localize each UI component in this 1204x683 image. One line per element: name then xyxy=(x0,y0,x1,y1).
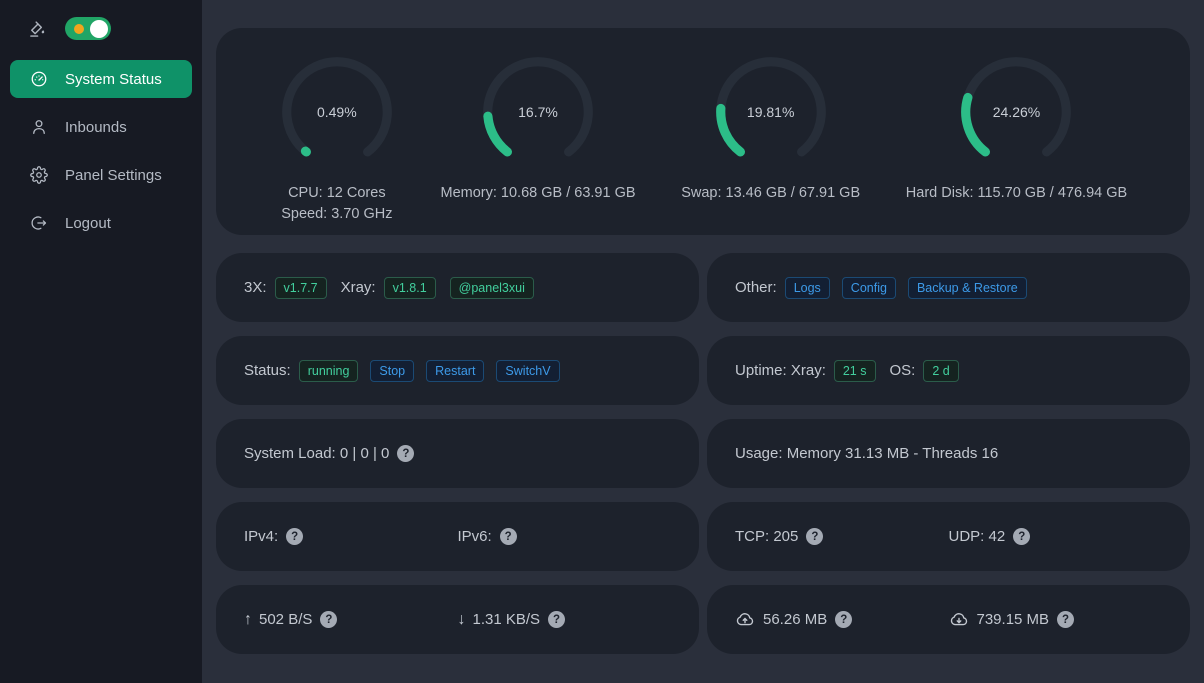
udp-count: UDP: 42 xyxy=(948,528,1006,545)
sidebar-top xyxy=(0,0,202,40)
status-card: Status: running Stop Restart SwitchV xyxy=(216,336,699,405)
sidebar-item-label: Panel Settings xyxy=(65,166,162,184)
restart-button[interactable]: Restart xyxy=(426,359,485,382)
help-icon[interactable]: ? xyxy=(499,528,517,545)
system-gauges-card: 0.49% CPU: 12 Cores Speed: 3.70 GHz 16.7… xyxy=(216,28,1190,235)
cpu-percent: 0.49% xyxy=(316,104,357,120)
dashboard-icon xyxy=(30,70,48,88)
stop-button[interactable]: Stop xyxy=(370,359,415,382)
swap-label: Swap: 13.46 GB / 67.91 GB xyxy=(681,185,861,201)
xray-uptime-badge: 21 s xyxy=(833,359,876,382)
tcp-count: TCP: 205 xyxy=(735,528,799,545)
version-card: 3X: v1.7.7 Xray: v1.8.1 @panel3xui xyxy=(216,253,699,322)
sun-dot-icon xyxy=(74,24,84,34)
cpu-label-line2: Speed: 3.70 GHz xyxy=(281,206,393,222)
sidebar-item-label: Inbounds xyxy=(65,118,127,136)
switch-version-button[interactable]: SwitchV xyxy=(496,359,560,382)
disk-label: Hard Disk: 115.70 GB / 476.94 GB xyxy=(905,185,1128,201)
sidebar-item-panel-settings[interactable]: Panel Settings xyxy=(10,156,192,194)
help-icon[interactable]: ? xyxy=(397,445,415,462)
help-icon[interactable]: ? xyxy=(1013,528,1031,545)
arrow-up-icon: ↑ xyxy=(244,610,252,628)
uptime-card: Uptime: Xray: 21 s OS: 2 d xyxy=(707,336,1190,405)
user-icon xyxy=(30,118,48,136)
gear-icon xyxy=(30,166,48,184)
memory-percent: 16.7% xyxy=(518,104,558,120)
config-button[interactable]: Config xyxy=(841,276,896,299)
memory-label: Memory: 10.68 GB / 63.91 GB xyxy=(440,185,636,201)
sidebar-item-label: Logout xyxy=(65,214,111,232)
os-label: OS: xyxy=(889,362,916,379)
help-icon[interactable]: ? xyxy=(806,528,824,545)
usage-card: Usage: Memory 31.13 MB - Threads 16 xyxy=(707,419,1190,488)
info-rows: 3X: v1.7.7 Xray: v1.8.1 @panel3xui Other… xyxy=(216,253,1190,654)
system-load-card: System Load: 0 | 0 | 0 ? xyxy=(216,419,699,488)
backup-restore-button[interactable]: Backup & Restore xyxy=(907,276,1027,299)
ipv6-label: IPv6: xyxy=(457,528,492,545)
status-label: Status: xyxy=(244,362,291,379)
help-icon[interactable]: ? xyxy=(1057,611,1075,628)
swap-percent: 19.81% xyxy=(746,104,795,120)
cpu-label-line1: CPU: 12 Cores xyxy=(288,185,386,201)
ipv4-label: IPv4: xyxy=(244,528,279,545)
sidebar: System Status Inbounds P xyxy=(0,0,202,683)
logout-icon xyxy=(30,214,48,232)
cpu-gauge: 0.49% CPU: 12 Cores Speed: 3.70 GHz xyxy=(279,54,395,225)
total-traffic-card: 56.26 MB ? 739.15 MB ? xyxy=(707,585,1190,654)
help-icon[interactable]: ? xyxy=(320,611,338,628)
3x-label: 3X: xyxy=(244,279,267,296)
system-load-text: System Load: 0 | 0 | 0 xyxy=(244,445,390,462)
usage-text: Usage: Memory 31.13 MB - Threads 16 xyxy=(735,445,999,462)
total-received: 739.15 MB xyxy=(976,611,1050,628)
dark-mode-toggle[interactable] xyxy=(65,17,111,40)
help-icon[interactable]: ? xyxy=(835,611,853,628)
connections-card: TCP: 205 ? UDP: 42 ? xyxy=(707,502,1190,571)
sidebar-item-inbounds[interactable]: Inbounds xyxy=(10,108,192,146)
other-card: Other: Logs Config Backup & Restore xyxy=(707,253,1190,322)
memory-gauge: 16.7% Memory: 10.68 GB / 63.91 GB xyxy=(440,54,636,204)
xray-label: Xray: xyxy=(340,279,376,296)
logs-button[interactable]: Logs xyxy=(784,276,830,299)
arrow-down-icon: ↓ xyxy=(457,610,466,628)
network-speed-card: ↑ 502 B/S ? ↓ 1.31 KB/S ? xyxy=(216,585,699,654)
sidebar-item-system-status[interactable]: System Status xyxy=(10,60,192,98)
ip-card: IPv4: ? IPv6: ? xyxy=(216,502,699,571)
telegram-channel-tag[interactable]: @panel3xui xyxy=(449,276,534,299)
toggle-knob xyxy=(90,19,108,38)
download-speed: 1.31 KB/S xyxy=(472,611,541,628)
swap-gauge: 19.81% Swap: 13.46 GB / 67.91 GB xyxy=(681,54,860,204)
xray-version-tag[interactable]: v1.8.1 xyxy=(383,276,436,299)
main-content: 0.49% CPU: 12 Cores Speed: 3.70 GHz 16.7… xyxy=(202,0,1204,683)
help-icon[interactable]: ? xyxy=(548,611,566,628)
disk-percent: 24.26% xyxy=(992,104,1041,120)
sidebar-nav: System Status Inbounds P xyxy=(0,60,202,252)
upload-speed: 502 B/S xyxy=(259,611,313,628)
uptime-xray-label: Uptime: Xray: xyxy=(735,362,826,379)
total-sent: 56.26 MB xyxy=(763,611,828,628)
sidebar-item-label: System Status xyxy=(65,70,162,88)
cloud-upload-icon xyxy=(735,610,755,630)
os-uptime-badge: 2 d xyxy=(923,359,959,382)
disk-gauge: 24.26% Hard Disk: 115.70 GB / 476.94 GB xyxy=(906,54,1127,204)
status-running-badge: running xyxy=(298,359,359,382)
other-label: Other: xyxy=(735,279,777,296)
cloud-download-icon xyxy=(949,610,969,630)
theme-paint-icon xyxy=(28,19,48,39)
help-icon[interactable]: ? xyxy=(286,528,304,545)
sidebar-item-logout[interactable]: Logout xyxy=(10,204,192,242)
3x-version-tag[interactable]: v1.7.7 xyxy=(274,276,327,299)
